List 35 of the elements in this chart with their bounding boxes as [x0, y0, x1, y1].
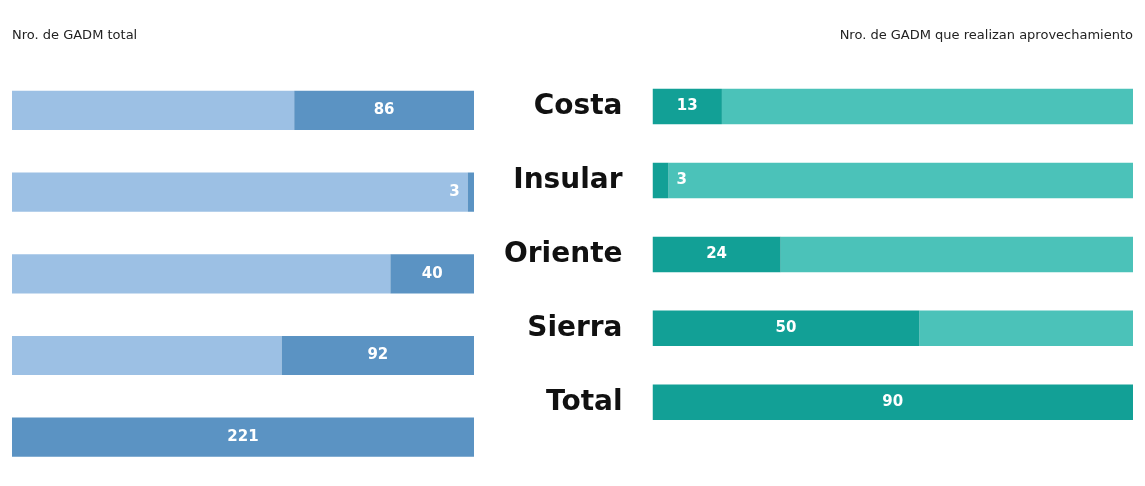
- bar: [652, 384, 1133, 420]
- bar: [12, 417, 474, 457]
- bar: [467, 172, 474, 212]
- bar: [12, 254, 391, 294]
- data-label: 90: [882, 392, 904, 411]
- data-label: 3: [676, 170, 687, 189]
- bar: [652, 310, 920, 347]
- chart-title: Nro. de GADM que realizan aprovechamiento: [839, 27, 1134, 43]
- bar: [12, 90, 295, 131]
- bar: [919, 310, 1133, 347]
- bar: [780, 236, 1133, 273]
- bar: [12, 335, 282, 376]
- data-label: 24: [706, 244, 728, 263]
- y-tick-label: Oriente: [503, 235, 623, 269]
- y-tick-label: Total: [546, 383, 623, 417]
- data-label: 3: [449, 182, 460, 201]
- y-tick-label: Insular: [513, 161, 623, 195]
- data-label: 221: [227, 427, 259, 446]
- y-tick-label: Costa: [533, 87, 623, 121]
- bar: [668, 162, 1133, 199]
- data-label: 86: [373, 100, 395, 119]
- data-label: 92: [367, 345, 389, 364]
- bar: [652, 236, 781, 273]
- data-label: 40: [421, 263, 443, 282]
- bar: [721, 88, 1133, 125]
- bar: [652, 162, 669, 199]
- bar: [12, 172, 468, 212]
- data-label: 50: [775, 318, 797, 337]
- y-tick-label: Sierra: [527, 309, 623, 343]
- bar: [652, 88, 722, 125]
- bar: [390, 254, 474, 294]
- chart-title: Nro. de GADM total: [12, 27, 138, 43]
- bar: [281, 335, 474, 376]
- data-label: 13: [676, 96, 698, 115]
- bar: [294, 90, 474, 131]
